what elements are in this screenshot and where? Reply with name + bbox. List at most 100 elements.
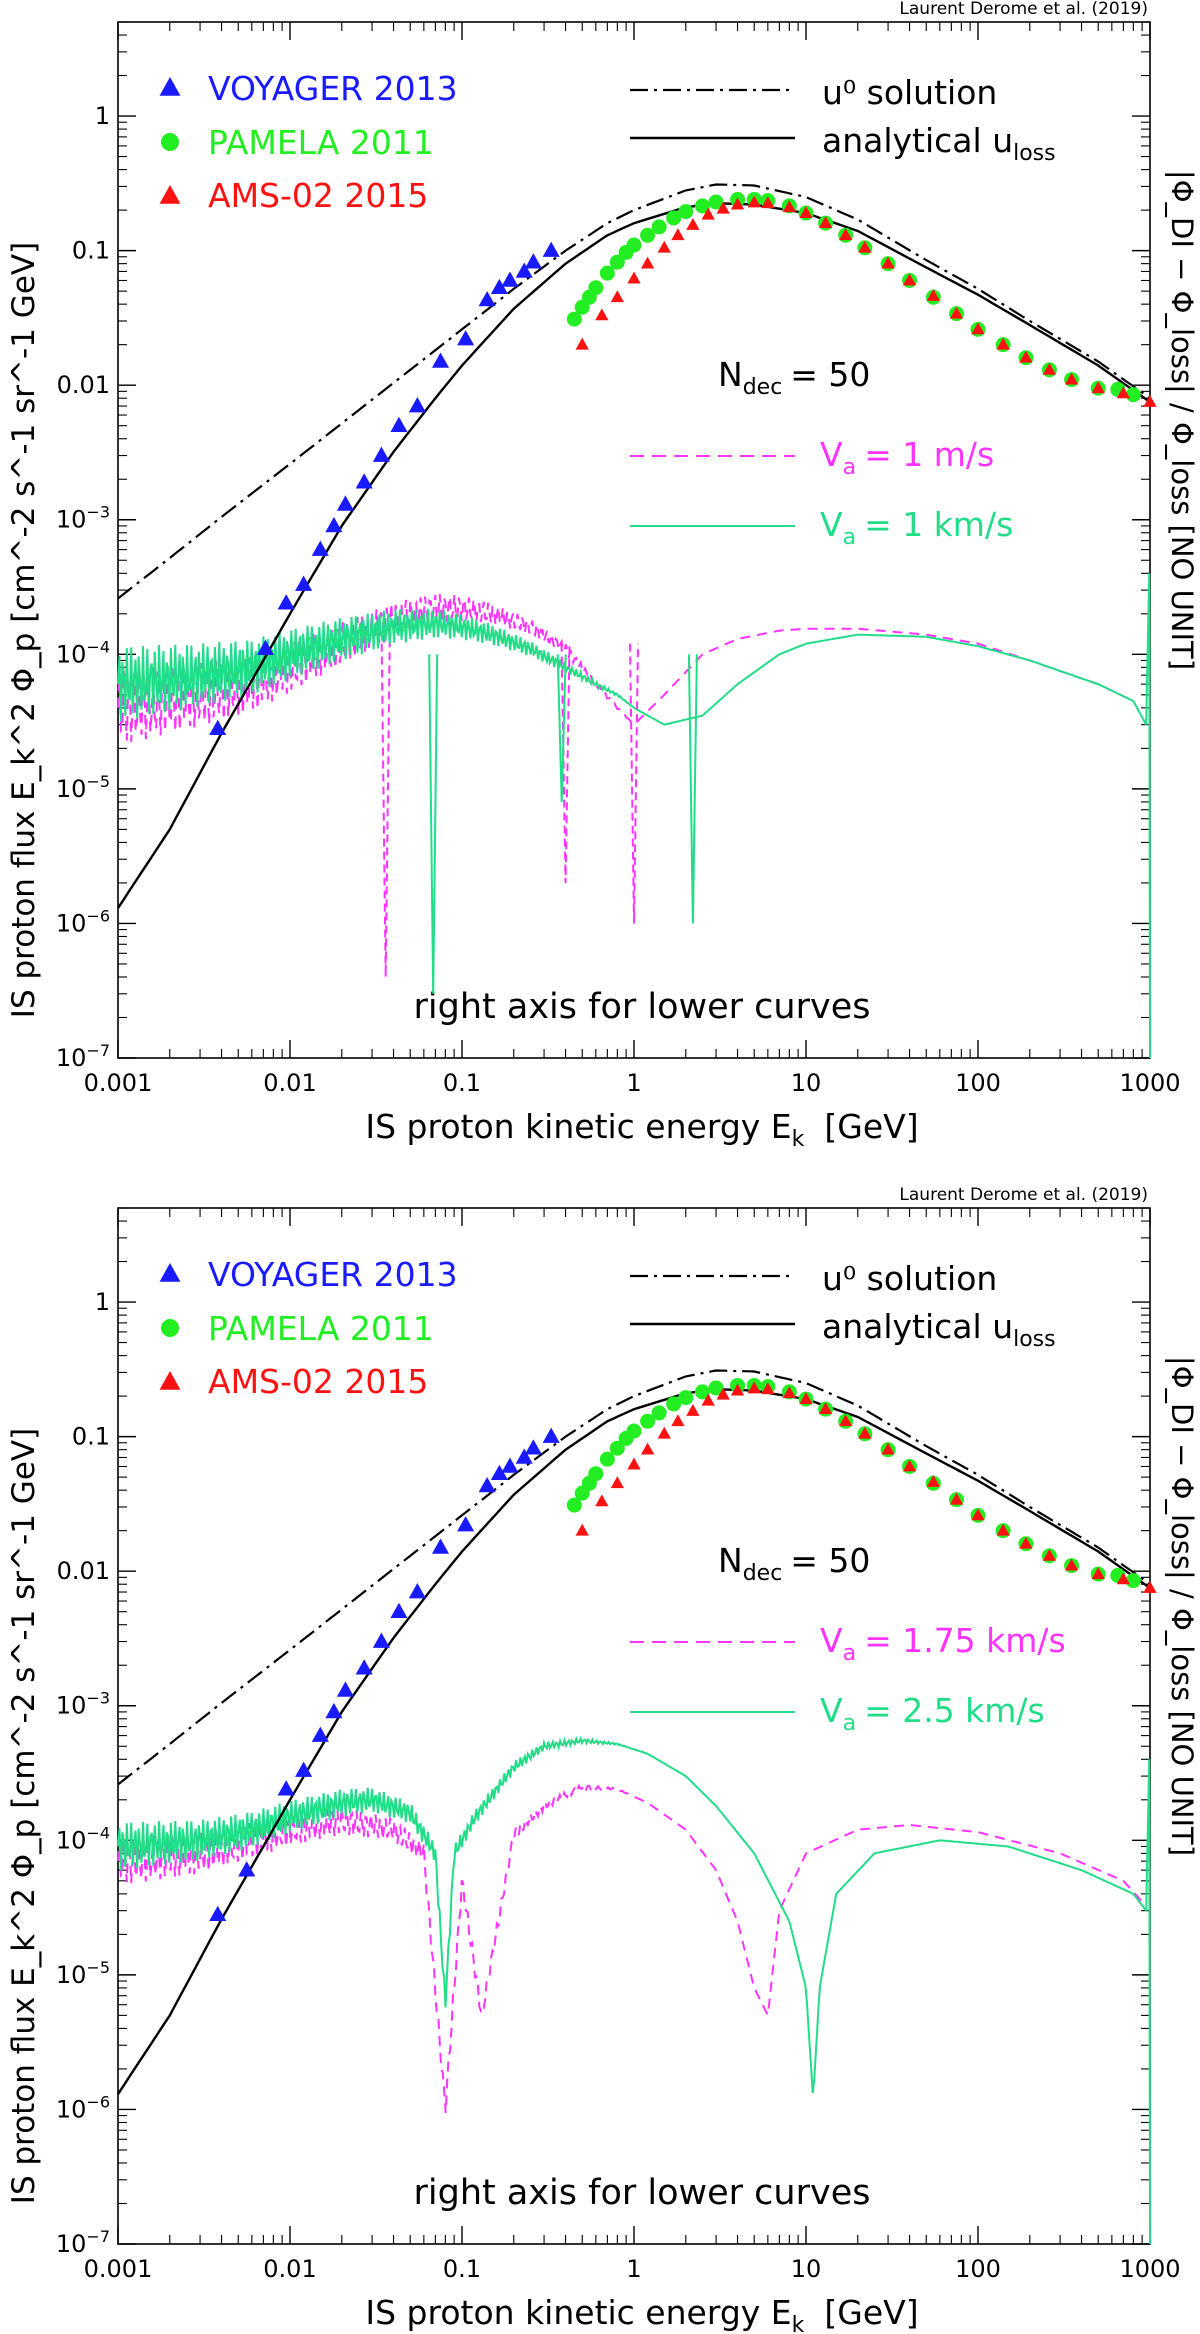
voyager-point	[490, 278, 508, 295]
y-tick-exponent: −3	[86, 503, 110, 522]
y-tick-label: 10−5	[56, 772, 110, 803]
u0-legend-label: u⁰ solution	[822, 73, 997, 112]
dashed-dip	[629, 643, 639, 924]
pamela-point	[640, 227, 656, 243]
ams-legend-symbol	[159, 1371, 181, 1390]
dashed-label-sub: a	[843, 1641, 856, 1666]
pamela-point	[566, 311, 582, 327]
ams-point	[730, 197, 745, 210]
ams-point	[671, 228, 685, 241]
ams-point	[610, 290, 624, 303]
pamela-point	[566, 1497, 582, 1513]
x-tick-label: 0.1	[443, 1069, 481, 1097]
ams-legend-label: AMS-02 2015	[208, 176, 428, 215]
ams-point	[1091, 1567, 1105, 1580]
voyager-point	[295, 575, 313, 591]
ams-point	[610, 1476, 624, 1489]
y-tick-exponent: −6	[86, 906, 110, 925]
ams-point	[996, 1523, 1010, 1536]
voyager-point	[390, 416, 408, 432]
credit-text: Laurent Derome et al. (2019)	[899, 1185, 1148, 1205]
y-tick-base: 10	[56, 1692, 87, 1720]
x-tick-label: 100	[955, 2255, 1001, 2283]
ams-point	[1042, 1548, 1057, 1561]
y-tick-exponent: −3	[86, 1689, 110, 1708]
dashed-label-value: = 1.75 km/s	[864, 1621, 1066, 1660]
ams-point	[1116, 386, 1131, 399]
ams-point	[761, 1382, 775, 1395]
ams-point	[858, 240, 872, 253]
pamela-point	[599, 1451, 615, 1467]
x-axis-label-unit: [GeV]	[824, 2293, 918, 2332]
ams-point	[657, 240, 671, 253]
ams-point	[838, 1414, 853, 1427]
ams-point	[701, 207, 715, 220]
ams-point	[926, 1474, 940, 1487]
ams-point	[730, 1383, 745, 1396]
y-tick-label: 0.01	[57, 1557, 110, 1585]
uloss-main: analytical u	[822, 121, 1013, 160]
voyager-point	[457, 1516, 475, 1532]
solid-dip	[428, 654, 439, 994]
ams-point	[996, 337, 1010, 350]
x-tick-label: 100	[955, 1069, 1001, 1097]
ams-point	[686, 218, 700, 230]
uloss-curve	[116, 1387, 1151, 2095]
x-axis-label-sub: k	[792, 1127, 805, 1152]
y-tick-base: 10	[56, 909, 87, 937]
y-tick-label: 10−6	[56, 2092, 110, 2123]
dashed-label-main: V	[820, 435, 843, 474]
pamela-point	[1125, 387, 1141, 403]
pamela-point	[599, 265, 615, 281]
pamela-point	[666, 210, 682, 226]
ams-point	[971, 1508, 985, 1521]
voyager-point	[336, 1681, 354, 1697]
voyager-point	[325, 516, 343, 533]
x-tick-label: 0.001	[84, 1069, 153, 1097]
uloss-legend-label: analytical uloss	[822, 1307, 1056, 1352]
ams-legend-symbol	[159, 185, 181, 204]
solid-residual-curve	[117, 608, 1148, 726]
ams-point	[1019, 350, 1033, 363]
solid-label-main: V	[820, 505, 843, 544]
ams-point	[747, 1381, 761, 1394]
ams-point	[949, 306, 964, 319]
y-tick-base: 10	[56, 1826, 87, 1854]
y-tick-base: 10	[56, 1044, 87, 1072]
y-tick-base: 10	[56, 640, 87, 668]
ndec-label: Ndec = 50	[718, 355, 870, 400]
ams-point	[627, 271, 641, 284]
y-tick-exponent: −5	[86, 772, 110, 791]
dashed-series-label: Va = 1.75 km/s	[820, 1621, 1066, 1666]
voyager-point	[542, 1427, 560, 1443]
ams-point	[881, 1442, 895, 1455]
credit-text: Laurent Derome et al. (2019)	[899, 0, 1148, 19]
u0-solution-curve	[117, 1369, 1151, 1786]
y-tick-label: 10−7	[56, 1041, 110, 1072]
solid-label-value: = 2.5 km/s	[864, 1691, 1045, 1730]
y-tick-label: 10−3	[56, 1689, 110, 1720]
voyager-point	[372, 1632, 390, 1648]
voyager-legend-label: VOYAGER 2013	[208, 1255, 458, 1294]
ndec-value: = 50	[790, 1541, 870, 1580]
ams-point	[575, 1523, 589, 1536]
dashed-label-value: = 1 m/s	[864, 435, 994, 474]
top-panel: Laurent Derome et al. (2019) VOYAGER 201…	[6, 0, 1199, 1152]
pamela-point	[640, 1413, 656, 1429]
x-axis-label-unit: [GeV]	[824, 1107, 918, 1146]
ams-point	[627, 1457, 641, 1470]
voyager-legend-symbol	[159, 1263, 181, 1282]
y-tick-label: 0.1	[72, 1423, 110, 1451]
ams-point	[716, 201, 730, 214]
solid-dip	[687, 654, 698, 924]
u0-solution-curve	[117, 183, 1151, 600]
ams-point	[1042, 362, 1057, 375]
uloss-legend-label: analytical uloss	[822, 121, 1056, 166]
voyager-point	[478, 290, 496, 307]
ams-point	[902, 273, 917, 286]
voyager-point	[478, 1476, 496, 1493]
pamela-point	[708, 1380, 724, 1396]
voyager-point	[408, 1583, 426, 1599]
solid-label-sub: a	[843, 525, 856, 550]
